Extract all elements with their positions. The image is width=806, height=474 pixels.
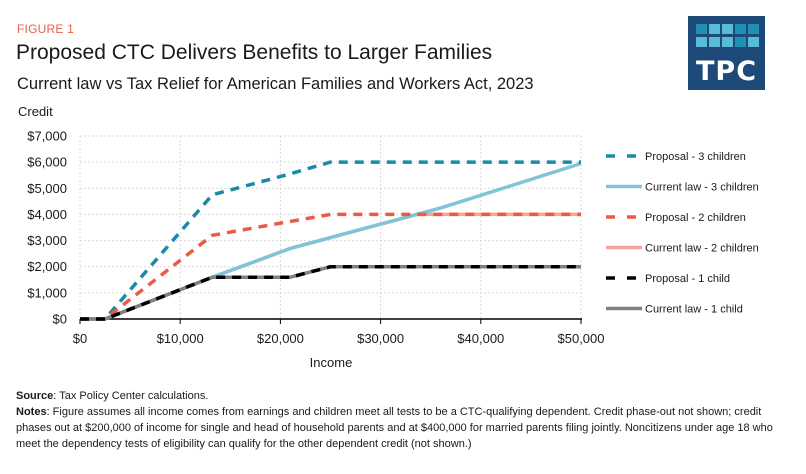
logo-text: TPC (695, 56, 758, 87)
chart-title: Proposed CTC Delivers Benefits to Larger… (16, 41, 493, 64)
legend-item-proposal-1-child: Proposal - 1 child (606, 273, 730, 285)
legend-label: Current law - 2 children (645, 243, 759, 255)
footer-notes: Source: Tax Policy Center calculations. … (16, 388, 796, 452)
y-tick-label: $7,000 (27, 129, 67, 144)
legend-item-current-law-3-children: Current law - 3 children (606, 182, 759, 194)
source-line: Source: Tax Policy Center calculations. (16, 388, 796, 404)
tpc-logo: TPC (688, 16, 765, 90)
logo-cell (696, 24, 707, 34)
y-axis-title: Credit (18, 104, 53, 119)
x-tick-label: $30,000 (357, 331, 404, 346)
axes: $0 $1,000 $2,000 $3,000 $4,000 $5,000 $6,000 $7… (27, 129, 604, 347)
series-lines (80, 160, 582, 321)
y-tick-label: $4,000 (27, 207, 67, 222)
legend-label: Current law - 3 children (645, 182, 759, 194)
source-label: Source (16, 390, 54, 402)
logo-cell (696, 37, 707, 47)
y-tick-label: $1,000 (27, 285, 67, 300)
legend-item-proposal-2-children: Proposal - 2 children (606, 212, 746, 224)
logo-cell (722, 24, 733, 34)
logo-cell (709, 24, 720, 34)
x-tick-label: $20,000 (257, 331, 304, 346)
legend-item-current-law-2-children: Current law - 2 children (606, 243, 759, 255)
y-tick-label: $5,000 (27, 181, 67, 196)
logo-cell (709, 37, 720, 47)
logo-cell (748, 24, 759, 34)
chart-subtitle: Current law vs Tax Relief for American F… (17, 75, 534, 93)
logo-cell (748, 37, 759, 47)
logo-cell (735, 24, 746, 34)
notes-label: Notes (16, 406, 47, 418)
x-tick-label: $10,000 (157, 331, 204, 346)
logo-cell (722, 37, 733, 47)
y-tick-label: $0 (53, 312, 67, 327)
figure-label: FIGURE 1 (17, 22, 74, 36)
x-tick-label: $50,000 (558, 331, 605, 346)
legend-label: Proposal - 1 child (645, 273, 730, 285)
y-tick-label: $6,000 (27, 155, 67, 170)
x-tick-label: $40,000 (457, 331, 504, 346)
legend-label: Current law - 1 child (645, 304, 743, 316)
x-axis-title: Income (310, 355, 353, 370)
x-tick-label: $0 (73, 331, 87, 346)
series-line-proposal-1-child (80, 264, 581, 321)
line-chart: $0 $1,000 $2,000 $3,000 $4,000 $5,000 $6,000 $7… (27, 129, 759, 371)
legend: Proposal - 3 children Current law - 3 chi… (606, 151, 759, 316)
legend-label: Proposal - 3 children (645, 151, 746, 163)
notes-line: Notes: Figure assumes all income comes f… (16, 404, 796, 452)
legend-item-current-law-1-child: Current law - 1 child (606, 304, 743, 316)
legend-label: Proposal - 2 children (645, 212, 746, 224)
y-tick-label: $2,000 (27, 259, 67, 274)
notes-text: : Figure assumes all income comes from e… (16, 406, 773, 450)
logo-cell (735, 37, 746, 47)
source-text: : Tax Policy Center calculations. (53, 390, 209, 402)
y-tick-label: $3,000 (27, 233, 67, 248)
legend-item-proposal-3-children: Proposal - 3 children (606, 151, 746, 163)
series-line-current-law-3-children (80, 161, 582, 321)
